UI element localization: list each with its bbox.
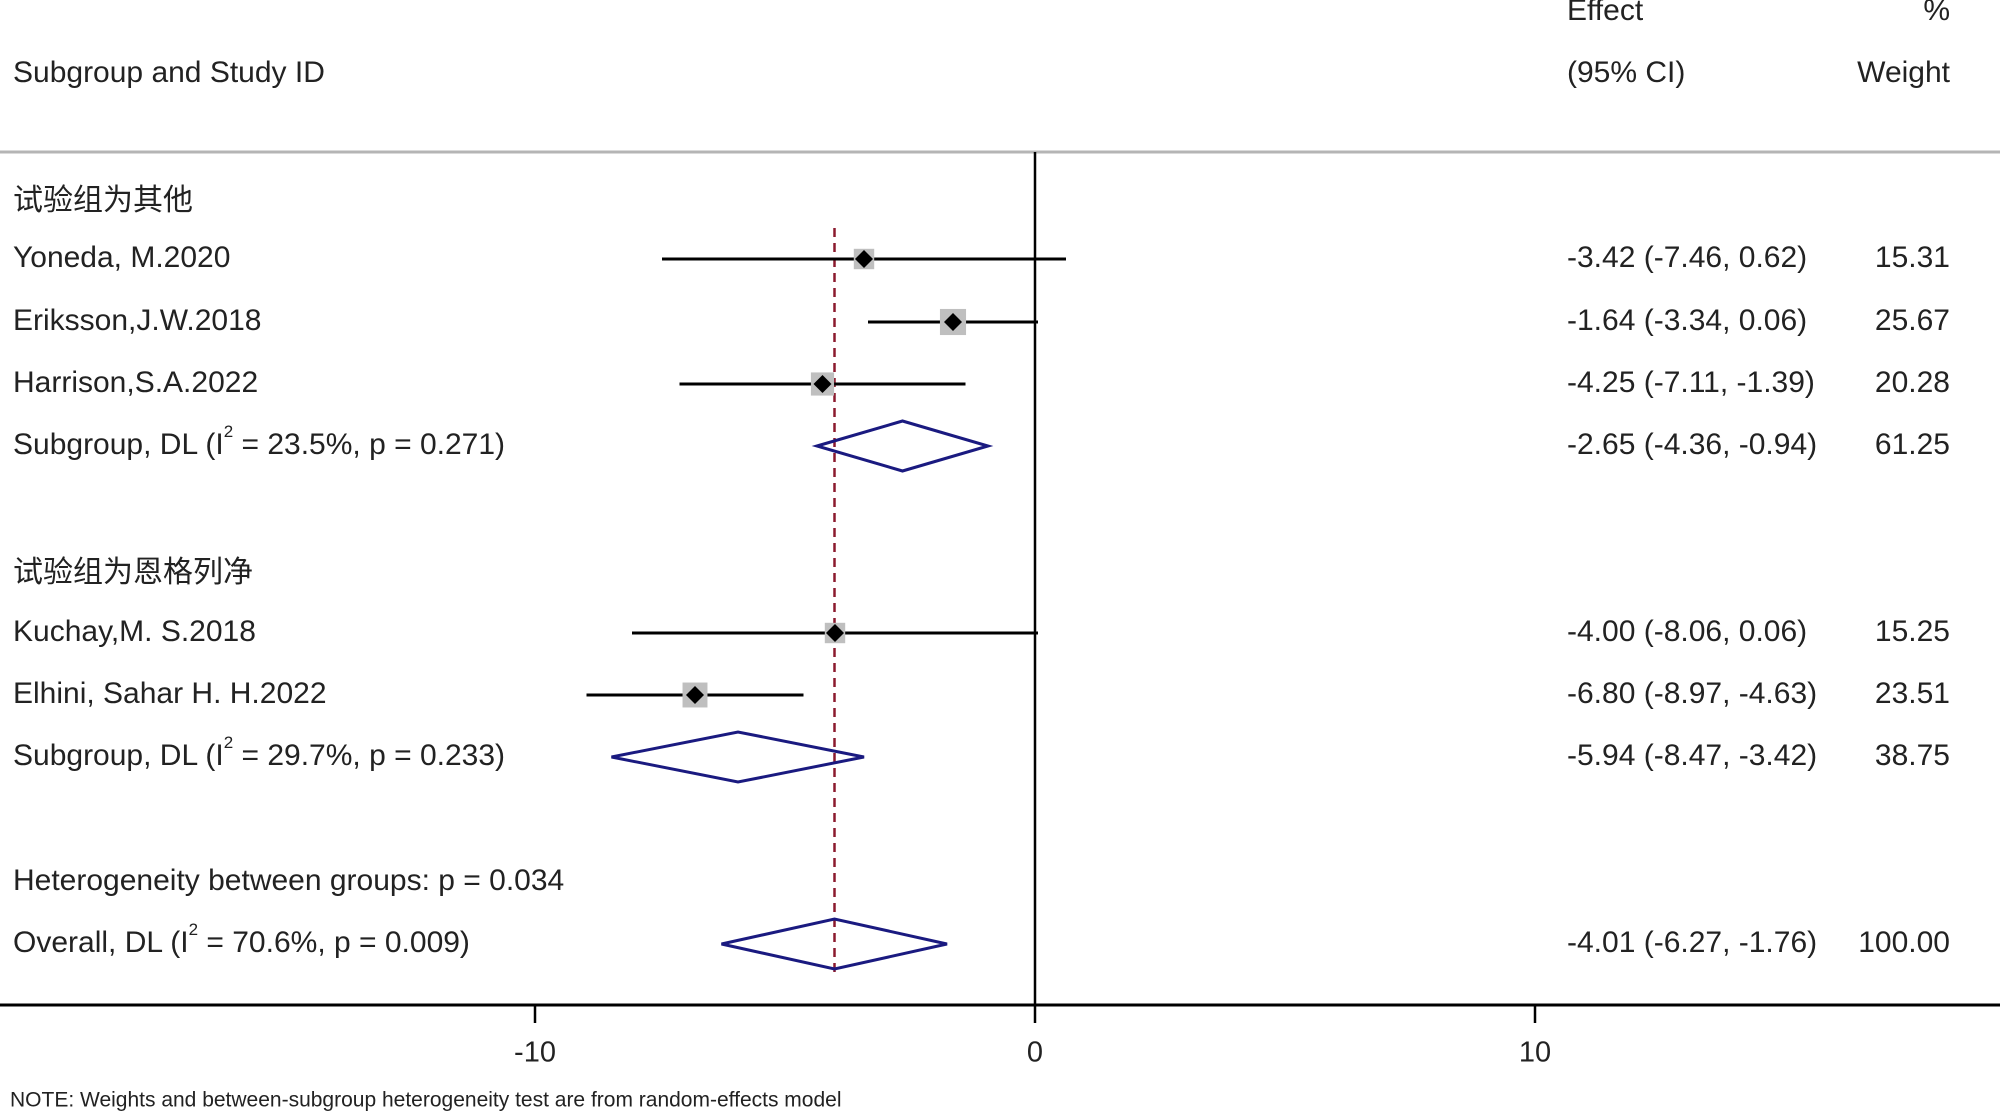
subgroup-diamond xyxy=(811,419,994,473)
subgroup-heading: 试验组为其他 xyxy=(13,184,193,217)
effect-ci-value: -3.42 (-7.46, 0.62) xyxy=(1567,241,1807,274)
header-effect: Effect xyxy=(1567,0,1644,27)
subgroup-effect-ci: -2.65 (-4.36, -0.94) xyxy=(1567,428,1817,461)
x-tick-label: -10 xyxy=(514,1037,556,1069)
subgroup-diamond xyxy=(611,730,865,784)
point-estimate-marker xyxy=(944,313,962,331)
point-estimate-marker xyxy=(826,624,844,642)
point-estimate-marker xyxy=(855,250,873,268)
weight-value: 15.31 xyxy=(1875,241,1950,274)
overall-label: Overall, DL (I2 = 70.6%, p = 0.009) xyxy=(13,920,470,958)
subgroup-effect-ci: -5.94 (-8.47, -3.42) xyxy=(1567,739,1817,772)
study-label: Harrison,S.A.2022 xyxy=(13,366,258,399)
study-label: Eriksson,J.W.2018 xyxy=(13,304,261,337)
subgroup-weight: 38.75 xyxy=(1875,739,1950,772)
study-label: Yoneda, M.2020 xyxy=(13,241,230,274)
subgroup-weight: 61.25 xyxy=(1875,428,1950,461)
overall-effect-ci: -4.01 (-6.27, -1.76) xyxy=(1567,926,1817,959)
footnote: NOTE: Weights and between-subgroup heter… xyxy=(10,1089,842,1112)
weight-value: 25.67 xyxy=(1875,304,1950,337)
subgroup-pooled-label: Subgroup, DL (I2 = 23.5%, p = 0.271) xyxy=(13,422,505,460)
effect-ci-value: -4.25 (-7.11, -1.39) xyxy=(1567,366,1815,399)
study-label: Kuchay,M. S.2018 xyxy=(13,615,256,648)
header-study: Subgroup and Study ID xyxy=(13,56,325,89)
x-tick-label: 10 xyxy=(1519,1037,1551,1069)
study-label: Elhini, Sahar H. H.2022 xyxy=(13,677,327,710)
subgroup-pooled-label: Subgroup, DL (I2 = 29.7%, p = 0.233) xyxy=(13,733,505,771)
header-ci: (95% CI) xyxy=(1567,56,1685,89)
effect-ci-value: -1.64 (-3.34, 0.06) xyxy=(1567,304,1807,337)
x-tick-label: 0 xyxy=(1027,1037,1043,1069)
effect-ci-value: -6.80 (-8.97, -4.63) xyxy=(1567,677,1817,710)
heterogeneity-note: Heterogeneity between groups: p = 0.034 xyxy=(13,864,564,897)
subgroup-heading: 试验组为恩格列净 xyxy=(13,556,253,589)
header-percent: % xyxy=(1923,0,1950,27)
header-weight: Weight xyxy=(1857,56,1950,89)
overall-diamond xyxy=(721,917,948,971)
overall-weight: 100.00 xyxy=(1858,926,1950,959)
point-estimate-marker xyxy=(813,375,832,393)
point-estimate-marker xyxy=(686,686,704,704)
weight-value: 23.51 xyxy=(1875,677,1950,710)
effect-ci-value: -4.00 (-8.06, 0.06) xyxy=(1567,615,1807,648)
weight-value: 20.28 xyxy=(1875,366,1950,399)
weight-value: 15.25 xyxy=(1875,615,1950,648)
